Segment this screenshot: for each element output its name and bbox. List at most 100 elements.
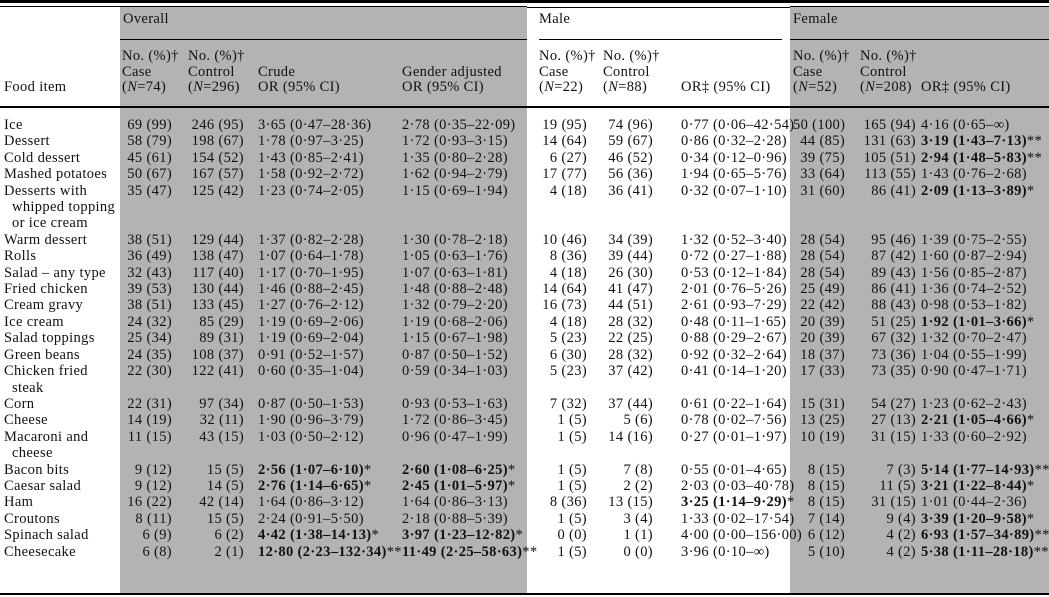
overall-shading [120, 6, 527, 593]
food-item-label: Mashed potatoes [4, 166, 108, 183]
female-or-cell: 1·43 (0·76–2·68) [919, 166, 1049, 182]
male-case-cell-value: 7 (32) [549, 395, 587, 412]
male-control-cell-value: 14 (16) [608, 428, 653, 445]
overall-control-cell-value: 2 (1) [214, 543, 244, 560]
male-control-cell-value: 39 (44) [608, 248, 653, 265]
overall-control-cell-value: 154 (52) [191, 149, 244, 166]
overall-crude-or-cell-estimate: 1·27 (0·76–2·12) [258, 297, 364, 314]
female-case-cell-value: 8 (15) [807, 477, 845, 494]
column-gap [527, 248, 539, 264]
female-or-cell: 1·04 (0·55–1·99) [919, 347, 1049, 363]
female-case-cell: 15 (31) [793, 396, 858, 412]
male-or-cell-estimate: 2·61 (0·93–7·29) [681, 297, 787, 314]
female-or-cell-significance: * [1026, 477, 1035, 494]
overall-adjusted-or-cell: 1·30 (0·78–2·18) [400, 232, 527, 248]
female-control-cell-value: 67 (32) [871, 330, 916, 347]
food-item-cell: Corn [0, 396, 120, 412]
male-case-cell-value: 1 (5) [557, 461, 587, 478]
food-item-cell: Chicken fried steak [0, 363, 120, 396]
female-or-cell-estimate: 1·43 (0·76–2·68) [921, 166, 1027, 183]
female-control-cell-value: 88 (43) [871, 297, 916, 314]
food-item-cell: Cold dessert [0, 150, 120, 166]
male-control-cell: 41 (47) [601, 281, 679, 297]
male-control-cell: 2 (2) [601, 478, 679, 494]
female-or-cell-significance: ** [1034, 461, 1049, 478]
male-control-cell: 0 (0) [601, 544, 679, 560]
male-or-cell-estimate: 0·48 (0·11–1·65) [681, 313, 787, 330]
male-control-cell-value: 56 (36) [608, 166, 653, 183]
overall-adjusted-or-cell-significance: * [515, 527, 524, 544]
column-gap [527, 281, 539, 297]
overall-adjusted-or-cell-estimate: 11·49 (2·25–58·63) [402, 543, 523, 560]
food-item-cell: Green beans [0, 347, 120, 363]
female-or-cell-significance: * [1026, 182, 1035, 199]
overall-crude-or-cell-estimate: 1·19 (0·69–2·06) [258, 313, 364, 330]
food-item-label: Salad – any type [4, 264, 106, 281]
female-or-cell-estimate: 2·21 (1·05–4·66) [921, 412, 1027, 429]
overall-case-cell: 39 (53) [120, 281, 186, 297]
overall-case-cell: 32 (43) [120, 265, 186, 281]
overall-control-cell-value: 15 (5) [206, 510, 244, 527]
food-item-label: Macaroni and cheese [4, 428, 89, 462]
overall-crude-or-cell-significance: * [363, 461, 372, 478]
header-gender-adjusted-or: Gender adjusted OR (95% CI) [402, 63, 502, 95]
male-case-cell-value: 14 (64) [542, 133, 587, 150]
female-or-cell-significance: * [1026, 510, 1035, 527]
overall-control-cell: 138 (47) [186, 248, 256, 264]
female-or-cell-estimate: 1·01 (0·44–2·36) [921, 494, 1027, 511]
column-gap [527, 166, 539, 182]
overall-crude-or-cell-estimate: 1·78 (0·97–3·25) [258, 133, 364, 150]
female-or-cell: 2·21 (1·05–4·66)* [919, 412, 1049, 428]
overall-case-cell-value: 25 (34) [127, 330, 172, 347]
male-or-cell: 0·61 (0·22–1·64) [679, 396, 790, 412]
female-control-cell: 87 (42) [858, 248, 919, 264]
food-item-cell: Warm dessert [0, 232, 120, 248]
male-control-cell-value: 37 (44) [608, 395, 653, 412]
male-control-cell-value: 59 (67) [608, 133, 653, 150]
female-or-cell-estimate: 3·39 (1·20–9·58) [921, 510, 1027, 527]
female-control-cell: 89 (43) [858, 265, 919, 281]
male-case-cell-value: 1 (5) [557, 543, 587, 560]
overall-adjusted-or-cell-estimate: 1·72 (0·93–3·15) [402, 133, 508, 150]
overall-case-cell: 6 (9) [120, 527, 186, 543]
female-control-cell-value: 86 (41) [871, 281, 916, 298]
male-case-cell-value: 6 (30) [549, 346, 587, 363]
food-item-label: Corn [4, 395, 35, 412]
female-or-cell: 0·98 (0·53–1·82) [919, 297, 1049, 313]
male-control-cell: 44 (51) [601, 297, 679, 313]
header-overall-case: No. (%)† Case (N=74) [122, 48, 179, 95]
table-row: Cream gravy 38 (51) 133 (45) 1·27 (0·76–2·1… [0, 297, 1049, 313]
female-case-cell: 39 (75) [793, 150, 858, 166]
male-or-cell: 0·27 (0·01–1·97) [679, 429, 790, 462]
overall-control-cell: 130 (44) [186, 281, 256, 297]
female-control-cell-value: 73 (36) [871, 346, 916, 363]
female-or-cell: 1·39 (0·75–2·55) [919, 232, 1049, 248]
male-control-cell: 37 (44) [601, 396, 679, 412]
female-control-cell: 88 (43) [858, 297, 919, 313]
male-or-cell: 1·32 (0·52–3·40) [679, 232, 790, 248]
table-row: Cheese 14 (19) 32 (11) 1·90 (0·96–3·79) 1·72… [0, 412, 1049, 428]
overall-adjusted-or-cell-estimate: 2·45 (1·01–5·97) [402, 477, 508, 494]
overall-case-cell-value: 38 (51) [127, 231, 172, 248]
food-item-cell: Fried chicken [0, 281, 120, 297]
overall-case-cell: 6 (8) [120, 544, 186, 560]
header-bottom-rule [0, 106, 1049, 108]
female-case-cell: 7 (14) [793, 511, 858, 527]
male-control-cell-value: 74 (96) [608, 117, 653, 133]
female-case-cell-value: 13 (25) [800, 412, 845, 429]
male-control-cell-value: 28 (32) [608, 313, 653, 330]
female-or-cell: 0·90 (0·47–1·71) [919, 363, 1049, 396]
male-or-cell: 1·33 (0·02–17·54) [679, 511, 794, 527]
male-control-cell-value: 1 (1) [623, 527, 653, 544]
female-case-cell: 6 (12) [793, 527, 858, 543]
overall-control-cell-value: 167 (57) [191, 166, 244, 183]
male-control-cell: 39 (44) [601, 248, 679, 264]
overall-crude-or-cell-estimate: 1·07 (0·64–1·78) [258, 248, 364, 265]
male-control-cell-value: 3 (4) [623, 510, 653, 527]
overall-adjusted-or-cell-estimate: 1·19 (0·68–2·06) [402, 313, 508, 330]
male-case-cell: 6 (30) [539, 347, 601, 363]
overall-adjusted-or-cell-estimate: 1·15 (0·67–1·98) [402, 330, 508, 347]
male-or-cell: 0·55 (0·01–4·65) [679, 462, 790, 478]
food-item-cell: Ice [0, 117, 120, 133]
overall-case-cell: 38 (51) [120, 297, 186, 313]
